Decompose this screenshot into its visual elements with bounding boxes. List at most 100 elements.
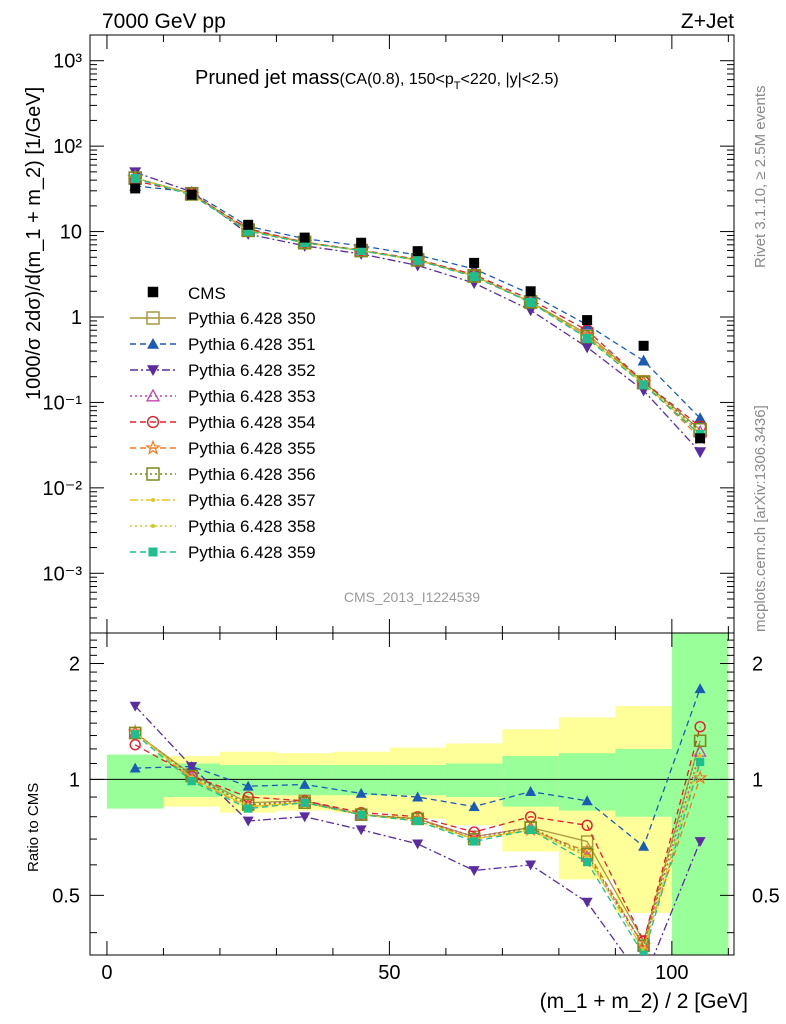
legend-marker [151, 524, 155, 528]
series-point [130, 173, 140, 183]
ratio-y-axis-label: Ratio to CMS [25, 783, 42, 872]
plot-title: Pruned jet mass [195, 67, 340, 89]
legend-label: Pythia 6.428 350 [188, 309, 316, 328]
y-axis-label: 1000/σ 2dσ)/d(m_1 + m_2) [1/GeV] [23, 87, 45, 400]
x-axis-label: (m_1 + m_2) / 2 [GeV] [540, 990, 748, 1013]
data-point [243, 219, 254, 230]
ratio-series-point [694, 721, 706, 733]
analysis-watermark: CMS_2013_I1224539 [344, 589, 480, 605]
legend-label: Pythia 6.428 352 [188, 361, 316, 380]
legend-label: Pythia 6.428 358 [188, 517, 316, 536]
ratio-series-line [135, 688, 701, 848]
series-point [356, 246, 366, 256]
main-panel-frame [89, 34, 735, 634]
x-tick-label: 50 [378, 962, 400, 984]
band-inner-bin [615, 748, 672, 817]
data-point [525, 286, 536, 297]
series-point [694, 412, 707, 424]
y-tick-label: 10³ [53, 51, 82, 73]
ratio-series-point [186, 762, 198, 773]
legend-label: Pythia 6.428 355 [188, 439, 316, 458]
ratio-series-point [412, 839, 424, 850]
legend-marker [146, 467, 160, 481]
ratio-series-point [355, 825, 367, 836]
ratio-series-point [468, 826, 480, 838]
legend-label-data: CMS [188, 284, 226, 303]
ratio-series-point [131, 730, 140, 739]
data-point [469, 257, 480, 268]
legend-marker [151, 498, 155, 502]
ratio-series-point [357, 810, 366, 819]
ratio-series-point [129, 701, 141, 712]
legend-label: Pythia 6.428 351 [188, 335, 316, 354]
legend-label: Pythia 6.428 357 [188, 491, 316, 510]
legend-label: Pythia 6.428 353 [188, 387, 316, 406]
ratio-series-point [470, 837, 479, 846]
series-point [639, 380, 649, 390]
legend-label: Pythia 6.428 359 [188, 543, 316, 562]
series-point [467, 269, 481, 283]
data-point [638, 340, 649, 351]
y-tick-label: 10⁻² [43, 478, 83, 500]
series-point [526, 297, 536, 307]
legend-marker [147, 338, 159, 349]
ratio-series-point [187, 776, 196, 786]
ratio-panel-frame [89, 632, 735, 956]
header-right: Z+Jet [681, 10, 734, 33]
ratio-series-point [242, 816, 254, 827]
legend-marker [148, 547, 158, 557]
ratio-series-point [581, 819, 593, 831]
band-inner-bin [219, 765, 277, 796]
ratio-y-tick-label: 2 [69, 653, 80, 675]
ratio-series-point [413, 816, 422, 826]
series-point [637, 354, 650, 366]
ratio-series-point [129, 762, 141, 773]
ratio-series-point [525, 786, 537, 796]
ratio-series-point [300, 798, 309, 807]
ratio-y-tick-label: 1 [69, 769, 80, 791]
ratio-series-point [244, 804, 253, 813]
ratio-series-point [581, 897, 593, 908]
ratio-y-tick-label-right: 0.5 [752, 885, 780, 907]
data-point [412, 246, 423, 257]
data-point [299, 232, 310, 243]
legend-marker [145, 439, 161, 455]
series-line [135, 180, 701, 428]
ratio-series-point [638, 840, 650, 851]
axes: 0 50 100 10⁻³ 10⁻² 10⁻¹ 1 10 10² 10³ 0.5 0.5 1 1 2 2 [43, 34, 780, 984]
ratio-series-point [412, 791, 424, 802]
legend-label: Pythia 6.428 356 [188, 465, 316, 484]
ratio-series-point [525, 860, 537, 871]
band-inner-bin [389, 765, 446, 796]
ratio-series-point [468, 801, 480, 812]
ratio-series-point [128, 726, 142, 740]
ratio-series-point [355, 787, 367, 798]
ratio-series-point [693, 734, 707, 748]
ratio-series-point [698, 754, 703, 759]
ratio-series-point [468, 866, 480, 877]
rivet-version-text: Rivet 3.1.10, ≥ 2.5M events [752, 86, 769, 269]
ratio-series-point [695, 757, 705, 767]
y-tick-label: 10⁻³ [43, 563, 83, 585]
legend-marker [146, 311, 160, 325]
legend-marker-data [147, 286, 159, 298]
legend-label: Pythia 6.428 354 [188, 413, 316, 432]
ratio-series-point [694, 683, 706, 694]
main-data-layer [130, 183, 706, 444]
ratio-series-point [639, 950, 648, 955]
header-left: 7000 GeV pp [102, 10, 226, 33]
data-point [130, 183, 141, 194]
ratio-series-point [585, 854, 590, 859]
ratio-y-tick-label-right: 1 [752, 769, 763, 791]
series-point [469, 272, 479, 282]
ratio-y-tick-label-right: 2 [752, 653, 763, 675]
legend-marker [146, 415, 160, 429]
ratio-series-point [299, 779, 311, 789]
y-tick-label: 10⁻¹ [43, 392, 83, 414]
ratio-series-line [134, 733, 701, 955]
ratio-series-point [242, 780, 254, 791]
ratio-series-point [129, 739, 141, 751]
legend: CMS Pythia 6.428 350 Pythia 6.428 351 Pythi… [130, 284, 316, 562]
ratio-uncertainty-band-outer [106, 633, 729, 955]
ratio-series-point [526, 825, 535, 834]
